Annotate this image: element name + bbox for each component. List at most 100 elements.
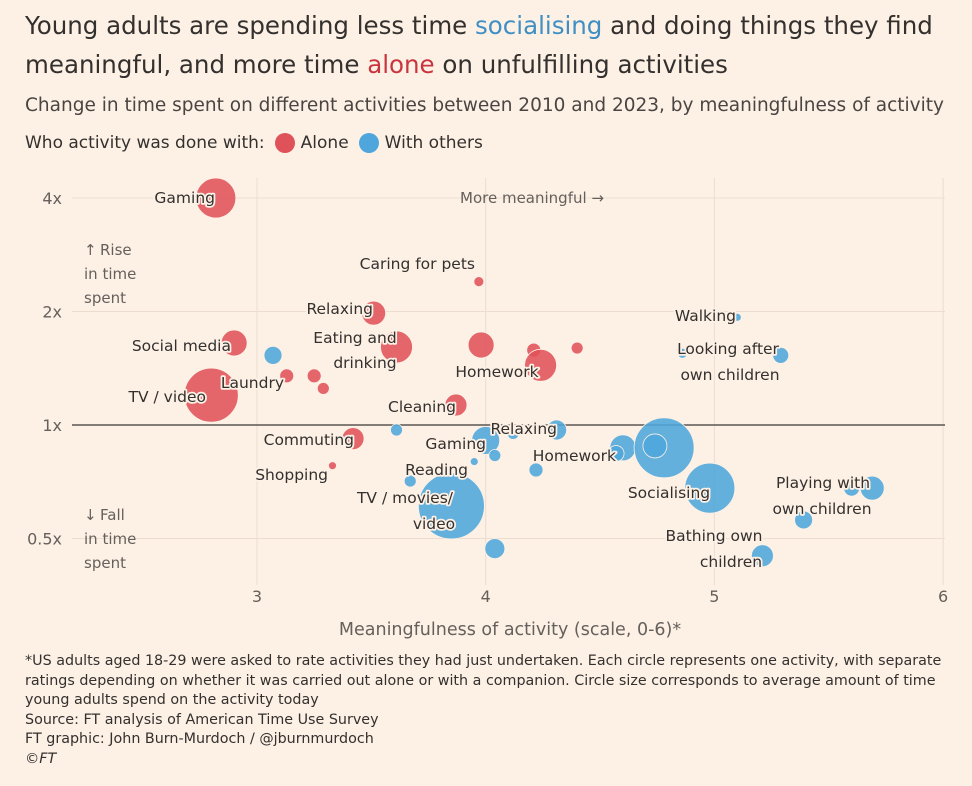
more-meaningful-annotation: More meaningful → [460,189,604,207]
legend-alone-swatch [274,133,295,153]
with-others-point-gaming [471,426,501,455]
fall-arrow-icon: ↓ [84,506,97,524]
point-label: Caring for pets [360,255,475,273]
with-others-point [607,445,625,462]
alone-point-homework [524,348,557,382]
with-others-point [506,426,520,440]
with-others-point-looking-after-own-children [772,346,790,364]
alone-point-commuting [341,427,365,451]
alone-point-relaxing [361,300,387,326]
footnote-source: Source: FT analysis of American Time Use… [25,711,379,728]
point-label: Homework [455,363,538,381]
point-label: Bathing own [666,527,763,545]
x-tick-label: 3 [252,587,262,606]
with-others-point-socialising [684,462,736,514]
with-others-point-playing-with-own-children [859,475,885,501]
fall-annotation-line: Fall [100,506,125,524]
y-tick-label: 4x [42,189,62,208]
point-label: Social media [132,337,231,355]
title-highlight-socialising: socialising [475,11,603,40]
with-others-point [263,345,283,365]
point-labels: Gaming Caring for pets Relaxing Eating and d… [126,187,874,573]
with-others-point [642,433,668,459]
legend: Who activity was done with: Alone With o… [25,133,483,153]
point-label: Commuting [264,431,354,449]
point-label: Socialising [628,484,710,502]
legend-with-others-label: With others [384,133,483,153]
with-others-point [390,423,403,437]
point-label: Laundry [221,374,284,392]
y-tick-label: 1x [42,416,62,435]
series-with-others [263,312,885,568]
series-alone [183,177,584,471]
with-others-point-relaxing [546,419,567,441]
x-tick-label: 6 [938,587,948,606]
alone-point-gaming [195,177,237,219]
with-others-point [676,347,688,359]
legend-label: Who activity was done with: [25,133,265,153]
point-label: Walking [675,307,736,325]
x-tick-label: 4 [481,587,491,606]
footnote-graphic: FT graphic: John Burn-Murdoch / @jburnmu… [25,731,374,747]
title-part1: Young adults are spending less time [25,11,476,40]
with-others-point-reading [469,457,479,466]
axis-layer: 3 4 5 6 4x 2x 1x 0.5x Meaningfulness of activity… [27,189,948,640]
alone-point [316,382,330,395]
x-axis-title: Meaningfulness of activity (scale, 0-6)* [339,620,681,640]
footnote-note: *US adults aged 18-29 were asked to rate… [25,653,942,708]
point-label: Relaxing [306,300,373,318]
point-label: Homework [533,447,616,465]
point-label: Reading [405,461,468,479]
legend-alone-label: Alone [300,133,349,153]
title-highlight-alone: alone [367,50,435,79]
alone-point [570,341,584,355]
alone-point-shopping [328,461,337,471]
rise-annotation-line: in time [84,265,136,283]
alone-point-caring-for-pets [473,276,485,288]
point-label: TV / video [128,388,207,406]
scatter-chart: 3 4 5 6 4x 2x 1x 0.5x Meaningfulness of activity… [27,177,948,640]
chart-title: Young adults are spending less time soci… [25,6,955,84]
y-tick-label: 0.5x [27,530,62,549]
alone-point [306,368,322,384]
legend-with-others-swatch [358,133,379,153]
point-label: drinking [333,354,396,372]
with-others-point [843,479,861,497]
rise-arrow-icon: ↑ [84,241,97,259]
rise-annotation-line: spent [84,289,126,307]
point-label: own children [680,366,779,384]
with-others-point-walking [732,312,742,322]
with-others-point [403,474,417,488]
with-others-point-tv-movies-video [417,472,485,540]
title-part3: on unfulfilling activities [434,50,728,79]
point-label: Eating and [313,329,396,347]
point-label: Gaming [425,435,486,453]
point-label: Playing with [776,474,870,492]
alone-point [467,331,495,359]
point-label: children [700,553,762,571]
alone-point-laundry [279,368,295,384]
footnote: *US adults aged 18-29 were asked to rate… [25,652,955,769]
with-others-point [484,538,506,560]
annotations: More meaningful → Rise in time spent ↑ Fall in… [84,189,604,572]
point-label: Cleaning [388,398,456,416]
alone-point-social-media [220,329,248,357]
point-label: Gaming [154,189,215,207]
alone-point-eating-and-drinking [380,330,413,364]
rise-annotation-line: Rise [100,241,132,259]
point-label: Shopping [255,466,328,484]
point-label: video [413,515,455,533]
alone-point-tv-video [183,367,239,423]
point-label: Relaxing [490,420,557,438]
with-others-point [488,449,502,462]
x-tick-label: 5 [709,587,719,606]
y-tick-label: 2x [42,303,62,322]
point-label: own children [772,500,871,518]
alone-point-cleaning [444,393,468,417]
with-others-point [794,510,813,530]
with-others-point-bathing-own-children [751,544,774,568]
fall-annotation-line: spent [84,554,126,572]
point-label: Looking after [677,340,779,358]
chart-subtitle: Change in time spent on different activi… [25,95,944,116]
fall-annotation-line: in time [84,530,136,548]
